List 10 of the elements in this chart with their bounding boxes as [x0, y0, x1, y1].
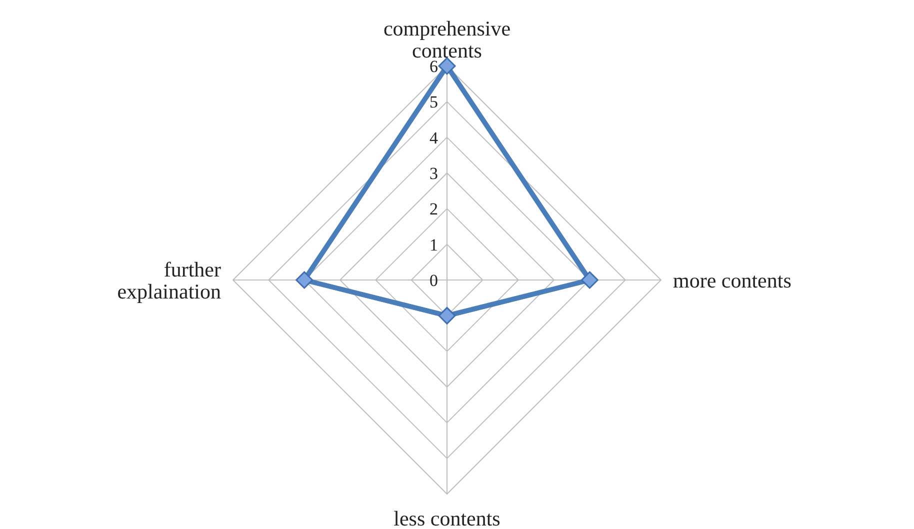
spoke-label: further explaination	[117, 257, 222, 304]
y-tick-label: 2	[430, 200, 438, 219]
y-tick-label: 5	[430, 92, 438, 112]
y-tick-label: 6	[430, 56, 438, 76]
y-tick-label: 4	[430, 128, 438, 148]
y-tick-label: 3	[430, 164, 438, 183]
spoke-label: less contents	[394, 506, 500, 529]
y-tick-label: 0	[430, 270, 438, 290]
spoke-label: more contents	[673, 268, 792, 292]
y-tick-label: 1	[430, 235, 438, 254]
